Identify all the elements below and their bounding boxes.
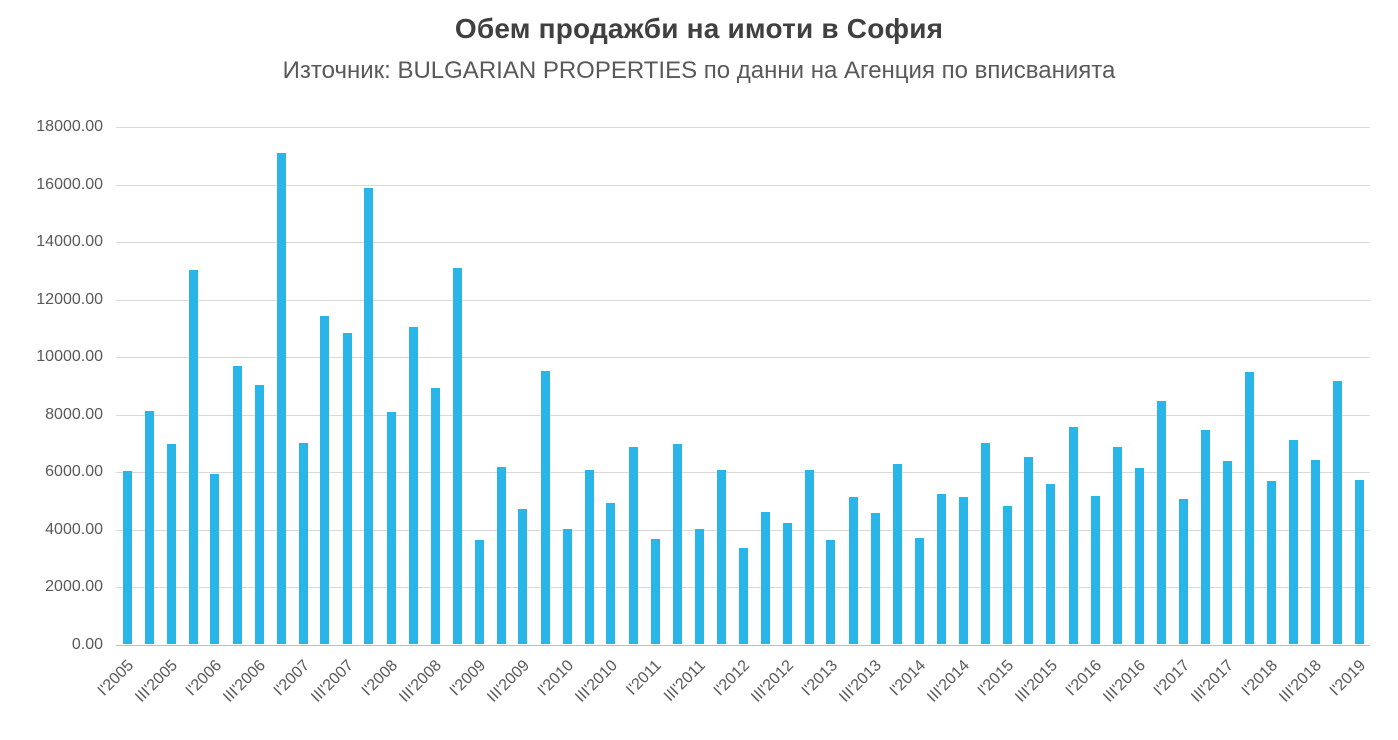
- y-axis-label: 12000.00: [36, 290, 103, 308]
- x-axis-line: [116, 645, 1370, 646]
- y-axis-label: 6000.00: [45, 463, 103, 481]
- bar-I'2006: [210, 474, 220, 644]
- bar-II'2012: [760, 511, 770, 644]
- bar-III'2008: [430, 387, 440, 644]
- bar-I'2015: [1002, 505, 1012, 644]
- bar-III'2014: [958, 497, 968, 644]
- y-axis-label: 18000.00: [36, 118, 103, 135]
- plot-area: 0.00 2000.00 4000.00 6000.00 8000.00 10000.00…: [36, 118, 1370, 653]
- bar-I'2010: [562, 528, 572, 644]
- bar-III'2018: [1310, 459, 1320, 644]
- bar-I'2014: [914, 537, 924, 644]
- bar-III'2006: [254, 385, 264, 644]
- bar-IV'2007: [364, 187, 374, 644]
- gridline: [116, 472, 1370, 474]
- bar-IV'2018: [1332, 380, 1342, 644]
- bar-I'2011: [650, 538, 660, 644]
- chart-title: Обем продажби на имоти в София: [454, 13, 944, 44]
- bar-III'2007: [342, 333, 352, 644]
- bar-IV'2006: [276, 153, 286, 644]
- bar-I'2012: [738, 547, 748, 644]
- bar-II'2015: [1024, 456, 1034, 644]
- y-axis-label: 14000.00: [36, 233, 103, 251]
- gridline: [116, 414, 1370, 416]
- bar-III'2009: [518, 508, 528, 644]
- bar-IV'2011: [716, 469, 726, 644]
- bar-II'2006: [232, 366, 242, 644]
- bar-IV'2016: [1156, 400, 1166, 644]
- bar-I'2007: [298, 442, 308, 644]
- chart-subtitle: Източник: BULGARIAN PROPERTIES по данни …: [282, 57, 1116, 84]
- bar-I'2005: [122, 471, 132, 644]
- bar-III'2016: [1134, 468, 1144, 644]
- bar-II'2016: [1112, 446, 1122, 644]
- bar-II'2005: [144, 410, 154, 644]
- bar-II'2009: [496, 467, 506, 644]
- bar-IV'2010: [628, 446, 638, 644]
- y-axis-label: 8000.00: [45, 405, 103, 423]
- bar-III'2012: [782, 523, 792, 644]
- bar-III'2011: [694, 528, 704, 644]
- gridline: [116, 127, 1370, 128]
- gridline: [116, 242, 1370, 244]
- bar-II'2011: [672, 444, 682, 644]
- bar-III'2010: [606, 503, 616, 644]
- bar-IV'2009: [540, 370, 550, 644]
- bar-IV'2012: [804, 469, 814, 644]
- bar-I'2009: [474, 540, 484, 644]
- bar-II'2008: [408, 327, 418, 644]
- bar-I'2016: [1090, 495, 1100, 644]
- bar-IV'2017: [1244, 372, 1254, 644]
- bar-III'2017: [1222, 461, 1232, 644]
- bar-IV'2013: [892, 464, 902, 644]
- bar-III'2005: [166, 444, 176, 644]
- bar-III'2013: [870, 513, 880, 644]
- bar-IV'2005: [188, 269, 198, 644]
- bar-IV'2008: [452, 268, 462, 644]
- bar-I'2017: [1178, 498, 1188, 644]
- bar-II'2018: [1288, 439, 1298, 644]
- gridline: [116, 184, 1370, 186]
- bar-II'2013: [848, 497, 858, 644]
- bar-I'2008: [386, 412, 396, 644]
- bar-I'2013: [826, 540, 836, 644]
- bar-I'2019: [1354, 479, 1364, 644]
- bar-III'2015: [1046, 484, 1056, 644]
- y-axis-label: 2000.00: [45, 578, 103, 596]
- y-axis-label: 0.00: [71, 636, 103, 653]
- bar-IV'2015: [1068, 426, 1078, 644]
- bar-II'2010: [584, 469, 594, 644]
- y-axis-label: 10000.00: [36, 348, 103, 366]
- y-axis-label: 16000.00: [36, 175, 103, 193]
- x-axis: I'2005 III'2005 I'2006 III'2006 I'2007 III'20…: [94, 657, 1370, 706]
- bar-IV'2014: [980, 442, 990, 644]
- gridline: [116, 299, 1370, 301]
- gridline: [116, 357, 1370, 359]
- bar-I'2018: [1266, 481, 1276, 644]
- gridline: [116, 529, 1370, 531]
- y-axis-label: 4000.00: [45, 520, 103, 538]
- bar-II'2017: [1200, 429, 1210, 644]
- bar-II'2007: [320, 315, 330, 644]
- bar-II'2014: [936, 494, 946, 644]
